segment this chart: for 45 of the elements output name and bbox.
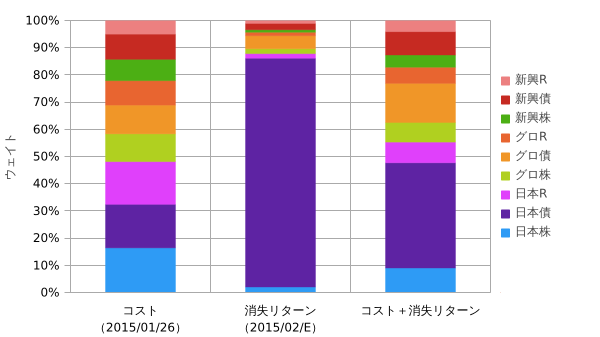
bar (245, 58, 316, 288)
y-tick-label: 40% (32, 176, 60, 191)
legend-label: 新興債 (515, 90, 551, 108)
bar (105, 204, 176, 248)
bar (105, 80, 176, 106)
bar (385, 31, 456, 56)
bar (385, 162, 456, 269)
bar (385, 20, 456, 32)
legend-label: グロ債 (515, 148, 551, 164)
legend-label: 日本債 (515, 204, 551, 222)
y-tick-label: 80% (32, 68, 60, 82)
legend-label: グロ株 (515, 166, 551, 184)
y-tick-label: 0% (40, 286, 60, 300)
y-tick-label: 30% (32, 204, 60, 218)
y-tick-label: 70% (32, 95, 60, 110)
legend-label: グロR (515, 128, 548, 146)
bar (105, 161, 176, 205)
bar (385, 54, 456, 68)
legend-label: 新興株 (515, 110, 551, 126)
bar (105, 104, 176, 134)
bar (245, 35, 316, 50)
x-tick-label: 消失リターン（2015/02/E） (238, 304, 324, 334)
bar (385, 66, 456, 84)
bar (105, 34, 176, 60)
y-tick-label: 90% (32, 40, 60, 55)
bar (385, 82, 456, 123)
x-tick-label: コスト（2015/01/26） (94, 304, 188, 334)
bar (385, 122, 456, 143)
y-tick-label: 50% (32, 150, 60, 164)
legend-label: 日本株 (515, 224, 551, 240)
bar (105, 58, 176, 82)
y-tick-label: 20% (32, 231, 60, 246)
legend-label: 新興R (515, 72, 548, 88)
bar (105, 247, 176, 292)
y-tick-label: 100% (25, 14, 60, 28)
bar (105, 133, 176, 162)
bar (245, 20, 316, 24)
x-tick-label: コスト＋消失リターン (360, 304, 480, 318)
legend-label: 日本R (515, 186, 548, 202)
bar (385, 268, 456, 292)
y-tick-label: 60% (32, 122, 60, 136)
y-tick-label: 10% (32, 258, 60, 272)
y-axis-title: ウェイト (3, 132, 18, 180)
bar (385, 142, 456, 164)
bar (105, 20, 176, 35)
